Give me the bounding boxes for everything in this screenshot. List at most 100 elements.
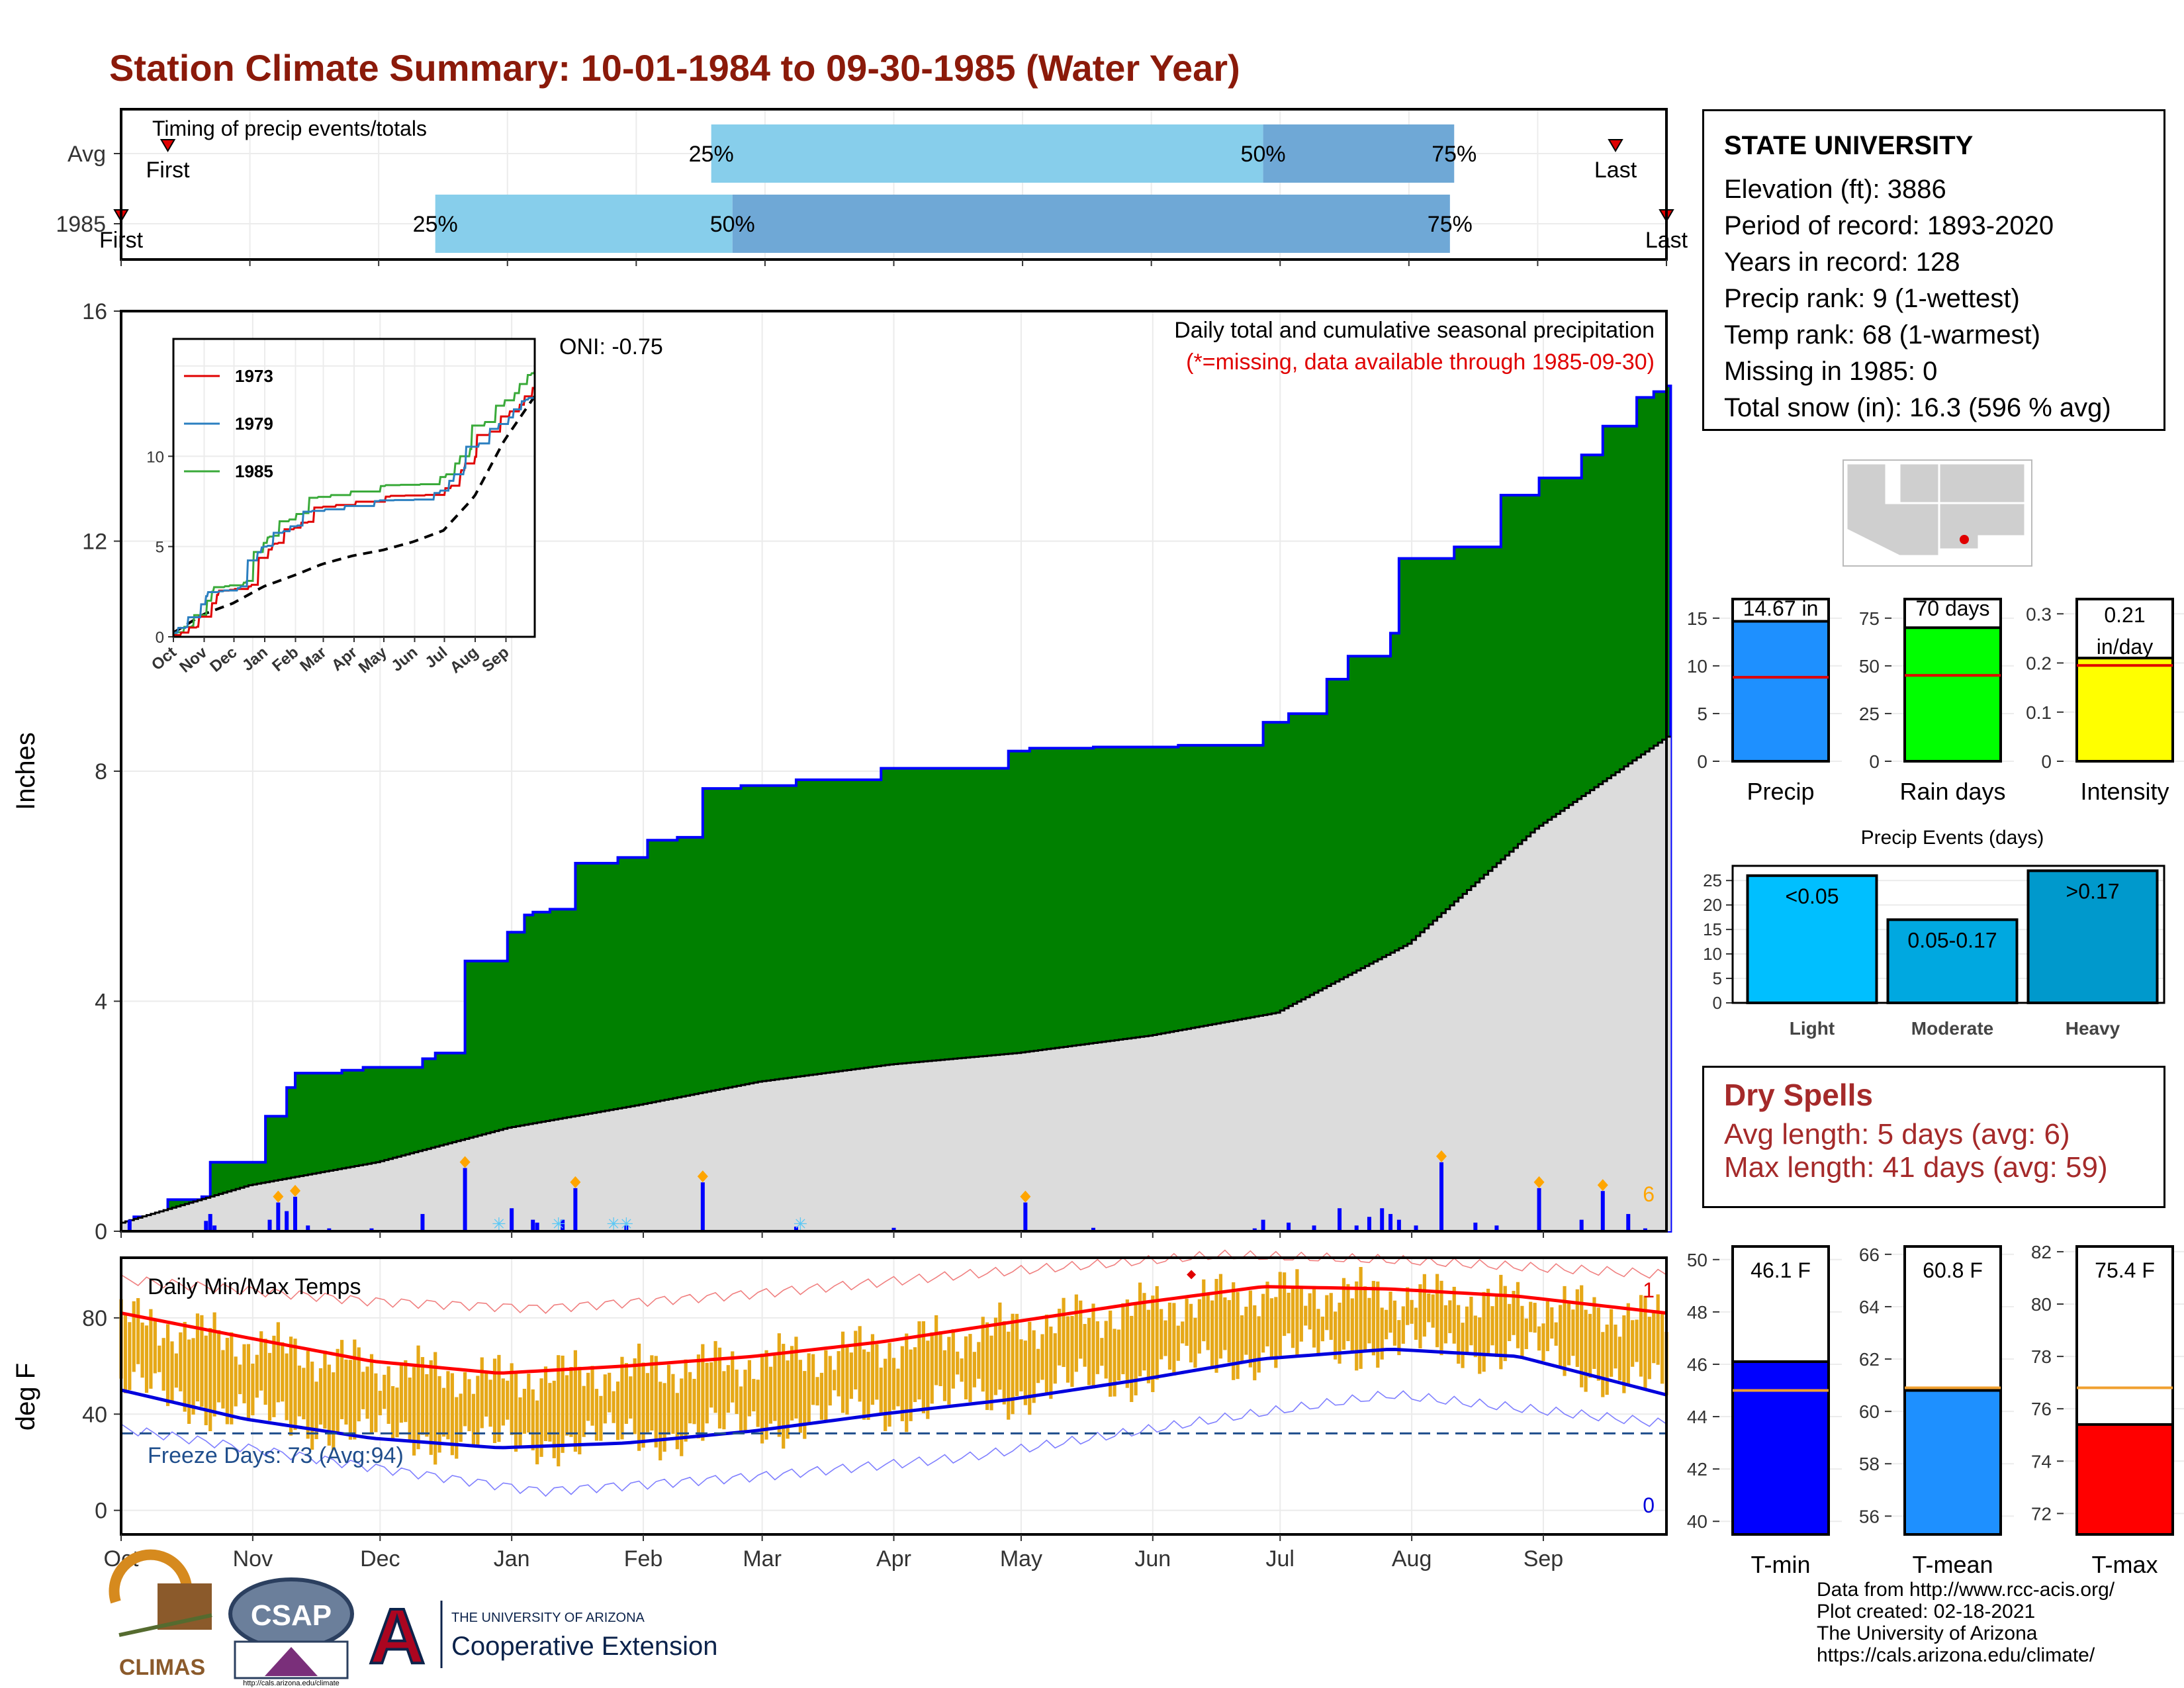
daily-temp-range-bar (246, 1344, 251, 1419)
daily-temp-range-bar (557, 1355, 561, 1467)
daily-temp-range-bar (395, 1387, 399, 1438)
daily-temp-range-bar (318, 1368, 323, 1425)
daily-temp-range-bar (1457, 1305, 1461, 1364)
daily-temp-range-bar (790, 1346, 794, 1421)
month-x-tick-label: Feb (624, 1546, 663, 1571)
daily-temp-range-bar (1478, 1317, 1482, 1374)
daily-temp-range-bar (909, 1349, 913, 1421)
timing-first-label: First (146, 158, 191, 183)
ua-logo-big-text: Cooperative Extension (451, 1632, 717, 1661)
daily-temp-range-bar (768, 1366, 773, 1424)
daily-temp-range-bar (501, 1378, 505, 1426)
daily-temp-range-bar (942, 1350, 947, 1401)
timing-bar-25-50 (711, 124, 1263, 183)
heavy-event-marker (273, 1190, 284, 1203)
daily-temp-range-bar (1529, 1301, 1533, 1333)
mini-y-tick-label: 25 (1859, 704, 1880, 724)
daily-precip-bar (1643, 1228, 1647, 1231)
daily-temp-range-bar (1592, 1297, 1596, 1369)
daily-temp-range-bar (204, 1335, 208, 1426)
daily-precip-bar (1380, 1208, 1385, 1231)
daily-temp-range-bar (1363, 1286, 1367, 1352)
record-min-line (120, 1390, 1667, 1497)
timing-pct-label: 50% (1241, 142, 1286, 167)
inset-y-tick-label: 0 (156, 629, 164, 647)
station-precip-rank: Precip rank: 9 (1-wettest) (1724, 284, 2020, 313)
daily-temp-range-bar (777, 1333, 781, 1437)
daily-temp-range-bar (896, 1368, 900, 1407)
daily-temp-range-bar (510, 1363, 514, 1435)
daily-temp-range-bar (1452, 1286, 1456, 1344)
daily-precip-bar (573, 1188, 578, 1231)
daily-temp-range-bar (1376, 1281, 1380, 1368)
mini-category-label: Intensity (2080, 778, 2169, 805)
daily-temp-range-bar (332, 1372, 336, 1450)
daily-temp-range-bar (1058, 1309, 1062, 1366)
daily-precip-bar (1023, 1202, 1028, 1231)
daily-temp-range-bar (1554, 1322, 1558, 1346)
daily-temp-range-bar (731, 1351, 735, 1403)
avg-max-line (120, 1285, 1667, 1375)
heavy-event-marker (1533, 1176, 1545, 1188)
mini-y-tick-label: 76 (2031, 1399, 2052, 1419)
daily-temp-range-bar (365, 1366, 369, 1419)
daily-temp-range-bar (191, 1338, 195, 1415)
daily-temp-range-bar (420, 1357, 425, 1435)
daily-temp-range-bar (845, 1345, 849, 1415)
daily-temp-range-bar (887, 1342, 891, 1427)
daily-temp-range-bar (615, 1382, 620, 1440)
precip-y-tick-label: 12 (82, 530, 107, 555)
daily-temp-range-bar (1580, 1285, 1584, 1387)
daily-temp-range-bar (1070, 1315, 1074, 1387)
daily-temp-range-bar (1367, 1297, 1371, 1344)
daily-temp-range-bar (1559, 1305, 1563, 1367)
precip-count-label: 6 (1643, 1182, 1655, 1206)
daily-temp-range-bar (285, 1353, 289, 1421)
daily-precip-bar (624, 1225, 629, 1231)
daily-temp-range-bar (599, 1395, 603, 1441)
inset-legend-label: 1985 (235, 461, 273, 481)
daily-temp-range-bar (1274, 1297, 1278, 1368)
timing-pct-label: 75% (1428, 212, 1473, 237)
daily-temp-range-bar (1443, 1305, 1448, 1344)
daily-temp-range-bar (1116, 1329, 1121, 1381)
daily-temp-range-bar (361, 1372, 365, 1409)
daily-temp-range-bar (1206, 1293, 1210, 1350)
daily-temp-range-bar (807, 1353, 811, 1424)
daily-temp-range-bar (522, 1389, 527, 1434)
events-category-label: Light (1790, 1018, 1835, 1039)
daily-temp-range-bar (1049, 1327, 1053, 1399)
mini-y-tick-label: 50 (1859, 656, 1880, 677)
daily-temp-range-bar (234, 1356, 238, 1407)
daily-temp-range-bar (735, 1369, 739, 1415)
timing-bar-50-75 (732, 195, 1450, 253)
daily-temp-range-bar (1406, 1287, 1410, 1325)
daily-temp-range-bar (977, 1342, 981, 1379)
daily-temp-range-bar (1036, 1348, 1040, 1383)
daily-temp-range-bar (620, 1356, 624, 1440)
daily-temp-range-bar (900, 1346, 904, 1422)
mini-category-label: Rain days (1899, 778, 2005, 805)
daily-temp-range-bar (1104, 1321, 1108, 1379)
daily-precip-bar (1473, 1222, 1478, 1231)
mini-category-label: T-min (1751, 1551, 1811, 1578)
daily-temp-range-bar (1427, 1293, 1431, 1323)
daily-temp-range-bar (340, 1340, 344, 1419)
daily-temp-range-bar (1520, 1305, 1524, 1359)
daily-temp-range-bar (641, 1362, 645, 1448)
daily-temp-range-bar (1278, 1272, 1282, 1356)
daily-temp-range-bar (743, 1370, 747, 1432)
daily-temp-range-bar (170, 1341, 174, 1401)
daily-precip-bar (212, 1225, 217, 1231)
daily-temp-range-bar (1244, 1306, 1248, 1355)
ua-logo-bg (363, 1595, 432, 1671)
temp-panel: 0 40 80 deg F Daily Min/Max Temps Freeze Days… (11, 1249, 1668, 1571)
daily-temp-range-bar (480, 1357, 484, 1429)
daily-temp-range-bar (374, 1373, 378, 1432)
mini-y-tick-label: 0 (1869, 751, 1880, 772)
daily-precip-bar (267, 1219, 272, 1231)
daily-temp-range-bar (798, 1360, 802, 1433)
daily-temp-range-bar (293, 1338, 297, 1430)
daily-temp-range-bar (1584, 1309, 1588, 1392)
daily-temp-range-bar (930, 1332, 934, 1404)
